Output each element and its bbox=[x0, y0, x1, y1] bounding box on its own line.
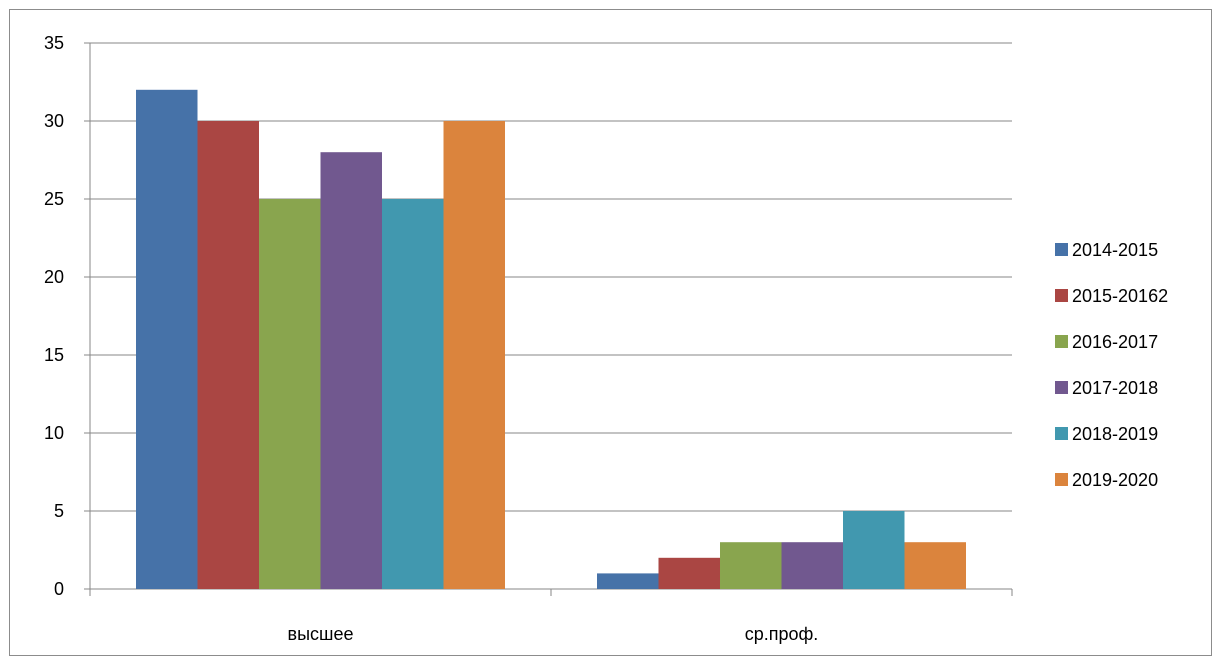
y-tick-label: 10 bbox=[44, 423, 64, 443]
bar bbox=[843, 511, 905, 589]
bar bbox=[781, 542, 843, 589]
y-tick-label: 25 bbox=[44, 189, 64, 209]
y-tick-label: 5 bbox=[54, 501, 64, 521]
legend: 2014-2015 2015-20162 2016-2017 2017-2018 201… bbox=[1055, 240, 1168, 490]
legend-entry: 2014-2015 bbox=[1072, 240, 1158, 260]
x-category-label: высшее bbox=[288, 624, 354, 644]
bar bbox=[259, 199, 321, 589]
legend-entry: 2015-20162 bbox=[1072, 286, 1168, 306]
bar bbox=[597, 573, 659, 589]
y-tick-label: 30 bbox=[44, 111, 64, 131]
legend-swatch bbox=[1055, 473, 1068, 486]
legend-entry: 2018-2019 bbox=[1072, 424, 1158, 444]
legend-entry: 2019-2020 bbox=[1072, 470, 1158, 490]
x-category-label: ср.проф. bbox=[745, 624, 819, 644]
bar bbox=[443, 121, 505, 589]
legend-swatch bbox=[1055, 243, 1068, 256]
legend-entry: 2017-2018 bbox=[1072, 378, 1158, 398]
bar bbox=[658, 557, 720, 589]
legend-entry: 2016-2017 bbox=[1072, 332, 1158, 352]
legend-swatch bbox=[1055, 381, 1068, 394]
y-tick-label: 15 bbox=[44, 345, 64, 365]
bar bbox=[197, 121, 259, 589]
y-axis-tick-labels: 0 5 10 15 20 25 30 35 bbox=[44, 33, 64, 599]
bars bbox=[136, 89, 966, 590]
bar bbox=[382, 199, 444, 589]
y-tick-label: 0 bbox=[54, 579, 64, 599]
bar bbox=[720, 542, 782, 589]
y-tick-label: 35 bbox=[44, 33, 64, 53]
legend-swatch bbox=[1055, 289, 1068, 302]
bar bbox=[136, 89, 198, 590]
legend-swatch bbox=[1055, 427, 1068, 440]
y-tick-label: 20 bbox=[44, 267, 64, 287]
bar bbox=[320, 152, 382, 589]
legend-swatch bbox=[1055, 335, 1068, 348]
bar bbox=[904, 542, 966, 589]
x-axis-category-labels: высшее ср.проф. bbox=[288, 624, 819, 644]
